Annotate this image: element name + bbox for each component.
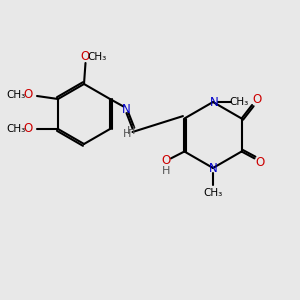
Text: CH₃: CH₃ — [203, 188, 223, 198]
Text: H: H — [162, 166, 171, 176]
Text: H: H — [123, 129, 131, 140]
Text: N: N — [210, 95, 219, 109]
Text: O: O — [162, 154, 171, 167]
Text: CH₃: CH₃ — [230, 97, 249, 107]
Text: O: O — [256, 156, 265, 170]
Text: CH₃: CH₃ — [6, 89, 26, 100]
Text: CH₃: CH₃ — [88, 52, 107, 62]
Text: O: O — [23, 122, 33, 136]
Text: O: O — [23, 88, 33, 101]
Text: N: N — [208, 161, 217, 175]
Text: CH₃: CH₃ — [6, 124, 26, 134]
Text: O: O — [252, 92, 261, 106]
Text: N: N — [122, 103, 131, 116]
Text: O: O — [81, 50, 90, 64]
Text: H: H — [127, 125, 135, 136]
